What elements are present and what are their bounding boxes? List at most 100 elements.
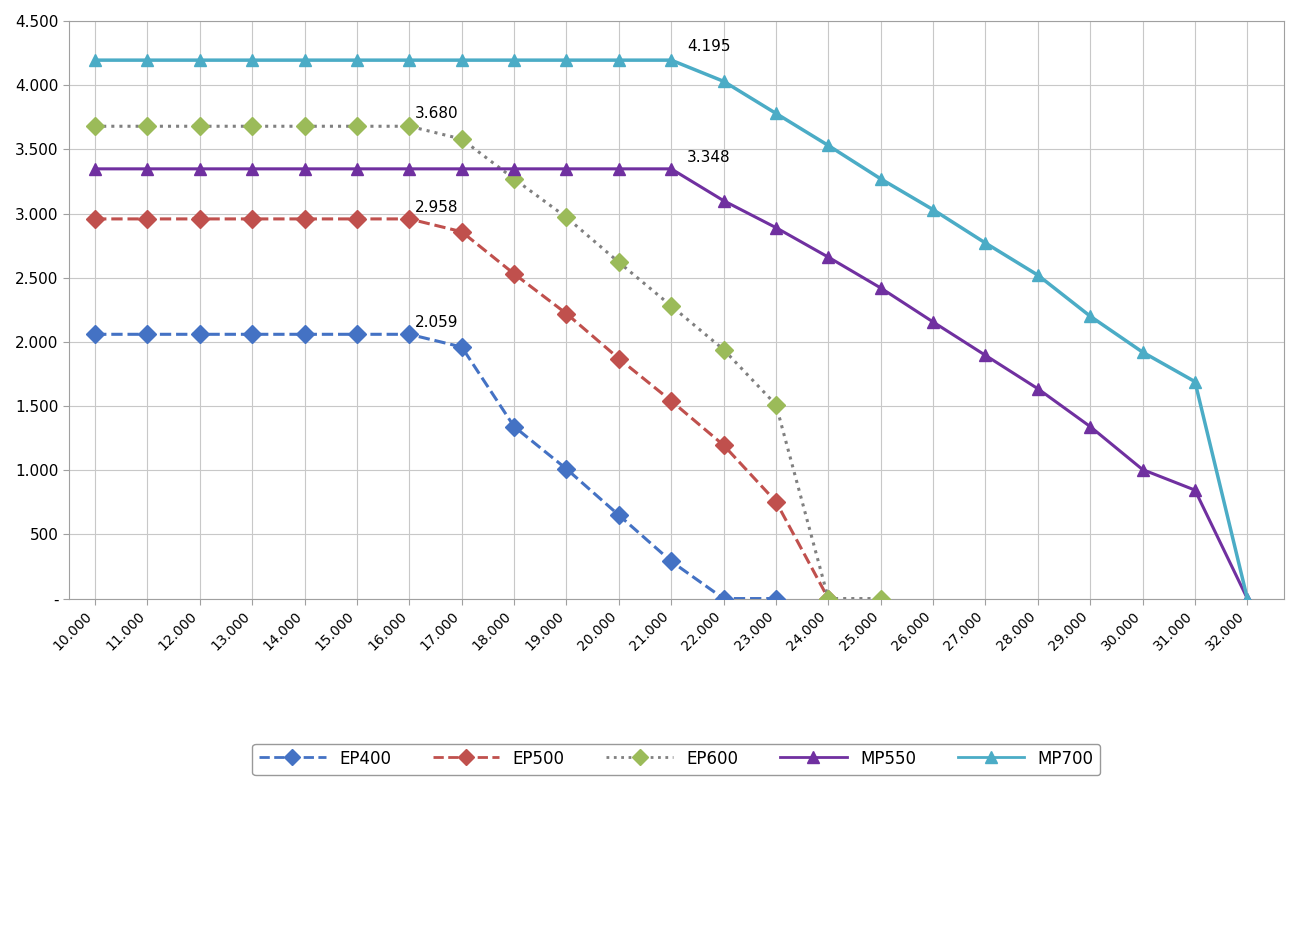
MP550 — [768, 222, 783, 233]
MP550 — [349, 163, 365, 174]
Text: 2.059: 2.059 — [414, 316, 459, 331]
MP700 — [1187, 376, 1203, 387]
EP400 — [507, 421, 522, 432]
EP400 — [768, 593, 783, 604]
Legend: EP400, EP500, EP600, MP550, MP700: EP400, EP500, EP600, MP550, MP700 — [252, 744, 1100, 775]
MP550 — [244, 163, 260, 174]
MP550 — [925, 317, 940, 328]
MP700 — [559, 55, 574, 66]
EP400 — [716, 593, 731, 604]
MP700 — [768, 107, 783, 119]
EP500 — [611, 353, 626, 364]
EP400 — [559, 463, 574, 474]
EP600 — [611, 257, 626, 268]
EP500 — [559, 308, 574, 319]
MP550 — [87, 163, 103, 174]
MP550 — [1187, 484, 1203, 495]
EP600 — [296, 120, 312, 131]
MP550 — [1082, 421, 1098, 432]
MP700 — [192, 55, 208, 66]
EP500 — [244, 213, 260, 224]
EP500 — [664, 395, 679, 407]
MP550 — [296, 163, 312, 174]
EP600 — [453, 133, 469, 144]
EP600 — [244, 120, 260, 131]
EP600 — [401, 120, 417, 131]
Text: 3.680: 3.680 — [414, 106, 459, 121]
MP700 — [401, 55, 417, 66]
EP600 — [87, 120, 103, 131]
MP700 — [244, 55, 260, 66]
MP550 — [507, 163, 522, 174]
EP500 — [768, 496, 783, 507]
EP600 — [192, 120, 208, 131]
EP500 — [716, 440, 731, 451]
EP400 — [87, 329, 103, 340]
EP400 — [611, 509, 626, 520]
EP600 — [768, 399, 783, 410]
Text: 2.958: 2.958 — [414, 200, 459, 215]
EP400 — [453, 342, 469, 353]
EP600 — [716, 344, 731, 356]
MP700 — [664, 55, 679, 66]
EP400 — [349, 329, 365, 340]
Line: EP600: EP600 — [88, 120, 887, 605]
MP700 — [296, 55, 312, 66]
MP700 — [1135, 346, 1151, 357]
EP500 — [296, 213, 312, 224]
MP550 — [1239, 593, 1255, 604]
MP550 — [559, 163, 574, 174]
MP700 — [925, 204, 940, 215]
MP700 — [978, 237, 994, 248]
MP550 — [978, 350, 994, 361]
EP600 — [559, 212, 574, 223]
EP500 — [140, 213, 156, 224]
MP700 — [821, 140, 837, 151]
MP550 — [873, 282, 889, 294]
Line: MP550: MP550 — [88, 163, 1254, 605]
EP400 — [244, 329, 260, 340]
EP400 — [140, 329, 156, 340]
MP700 — [716, 76, 731, 87]
MP550 — [140, 163, 156, 174]
EP600 — [140, 120, 156, 131]
Line: EP400: EP400 — [88, 328, 782, 605]
EP400 — [401, 329, 417, 340]
MP700 — [611, 55, 626, 66]
EP500 — [507, 269, 522, 280]
EP600 — [664, 300, 679, 311]
MP550 — [664, 163, 679, 174]
Line: EP500: EP500 — [88, 213, 834, 605]
MP700 — [140, 55, 156, 66]
MP550 — [401, 163, 417, 174]
EP500 — [821, 593, 837, 604]
Line: MP700: MP700 — [88, 54, 1254, 605]
MP550 — [821, 252, 837, 263]
MP550 — [1030, 383, 1046, 394]
MP700 — [349, 55, 365, 66]
MP700 — [1030, 269, 1046, 281]
MP550 — [1135, 464, 1151, 475]
MP700 — [453, 55, 469, 66]
EP500 — [87, 213, 103, 224]
EP400 — [296, 329, 312, 340]
MP700 — [1239, 593, 1255, 604]
EP500 — [453, 226, 469, 237]
MP700 — [507, 55, 522, 66]
EP500 — [401, 213, 417, 224]
MP700 — [87, 55, 103, 66]
EP600 — [349, 120, 365, 131]
EP500 — [349, 213, 365, 224]
MP700 — [1082, 310, 1098, 321]
EP400 — [192, 329, 208, 340]
Text: 4.195: 4.195 — [687, 40, 730, 55]
EP400 — [664, 556, 679, 567]
EP600 — [507, 173, 522, 184]
Text: 3.348: 3.348 — [687, 150, 730, 165]
MP550 — [453, 163, 469, 174]
EP600 — [873, 593, 889, 604]
MP700 — [873, 173, 889, 184]
MP550 — [192, 163, 208, 174]
MP550 — [716, 195, 731, 206]
MP550 — [611, 163, 626, 174]
